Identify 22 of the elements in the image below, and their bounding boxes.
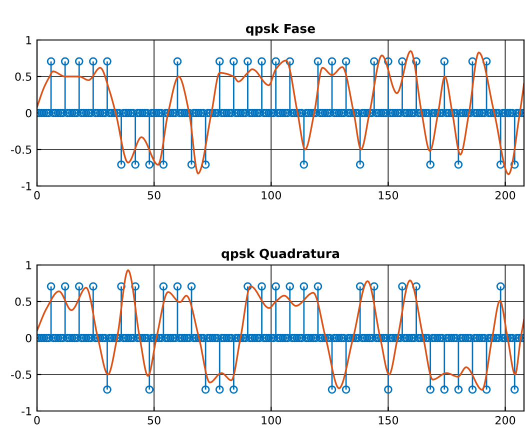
y-tick-label: -0.5 <box>11 145 32 154</box>
chart-title: qpsk Quadratura <box>222 248 340 261</box>
x-tick-label: 0 <box>34 191 40 200</box>
y-tick-label: -1 <box>22 407 32 416</box>
y-tick-label: 0.5 <box>15 72 32 81</box>
x-tick-label: 200 <box>495 416 516 424</box>
y-tick-label: 1 <box>26 36 32 44</box>
y-tick-label: 0.5 <box>15 297 32 306</box>
y-tick-label: 0 <box>26 334 32 342</box>
x-tick-label: 50 <box>148 416 160 424</box>
x-tick-label: 50 <box>148 191 160 200</box>
y-tick-label: 1 <box>26 261 32 270</box>
x-tick-label: 100 <box>262 416 281 424</box>
x-tick-label: 150 <box>378 191 398 200</box>
x-tick-label: 150 <box>378 416 398 424</box>
y-tick-label: 0 <box>26 108 32 118</box>
x-tick-label: 100 <box>262 191 281 200</box>
y-tick-label: -0.5 <box>11 370 32 379</box>
y-tick-label: -1 <box>22 182 32 190</box>
x-tick-label: 0 <box>34 416 40 424</box>
chart-title: qpsk Fase <box>246 24 315 36</box>
x-tick-label: 200 <box>495 191 516 200</box>
